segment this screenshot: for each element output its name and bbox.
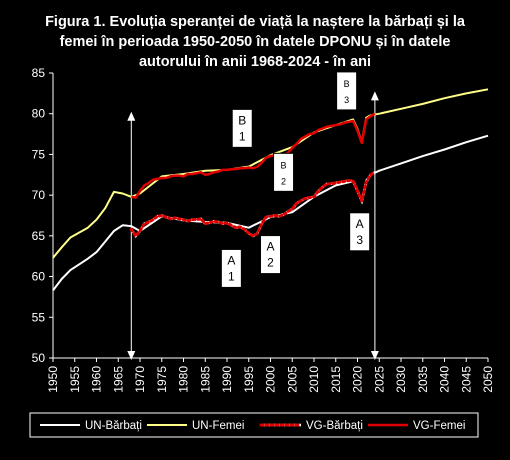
annotation-label: A — [227, 253, 235, 267]
annotation-label: 3 — [344, 95, 349, 105]
y-tick-label: 60 — [32, 270, 46, 284]
x-tick-label: 2005 — [285, 366, 299, 393]
vg-women-line — [131, 112, 376, 199]
x-tick-label: 1980 — [177, 366, 191, 393]
annotation-box — [336, 71, 358, 111]
annotation-box — [260, 235, 281, 275]
x-tick-label: 2035 — [416, 366, 430, 393]
x-tick-label: 2040 — [438, 366, 452, 393]
x-tick-label: 2010 — [307, 366, 321, 393]
x-tick-label: 2000 — [264, 366, 278, 393]
x-tick-label: 2015 — [329, 366, 343, 393]
x-tick-label: 2025 — [372, 366, 386, 393]
annotation-label: 1 — [239, 129, 246, 143]
x-tick-label: 2020 — [351, 366, 365, 393]
arrow-head-up — [370, 91, 379, 101]
x-tick-label: 1960 — [90, 366, 104, 393]
annotation-label: A — [266, 240, 274, 254]
x-tick-label: 1975 — [155, 366, 169, 393]
x-tick-label: 2045 — [459, 366, 473, 393]
y-tick-label: 70 — [32, 188, 46, 202]
annotation-label: 3 — [356, 233, 363, 247]
arrow-head-down — [127, 351, 136, 360]
x-tick-label: 1950 — [46, 366, 60, 393]
chart-title-line-2: femei în perioada 1950-2050 în datele DP… — [59, 34, 451, 50]
annotation-label: A — [356, 217, 364, 231]
x-tick-label: 1990 — [220, 366, 234, 393]
x-tick-label: 1995 — [242, 366, 256, 393]
vg-men-line — [129, 170, 377, 238]
chart-title-line-1: Figura 1. Evoluția speranței de viață la… — [45, 14, 465, 30]
annotation-box — [231, 108, 253, 148]
x-tick-label: 2030 — [394, 366, 408, 393]
annotation-box — [349, 212, 371, 252]
un-men-line — [52, 134, 489, 292]
y-tick-label: 80 — [32, 107, 46, 121]
x-tick-label: 1955 — [68, 366, 82, 393]
arrow-head-down — [370, 351, 379, 360]
chart-title-line-3: autorului în anii 1968-2024 - în ani — [138, 54, 372, 70]
annotation-label: 1 — [228, 269, 235, 283]
y-tick-label: 50 — [32, 351, 46, 365]
x-tick-label: 1965 — [111, 366, 125, 393]
legend-label: VG-Femei — [413, 420, 465, 432]
x-tick-label: 1985 — [198, 366, 212, 393]
arrow-head-up — [127, 111, 136, 121]
annotation-label: 2 — [267, 256, 274, 270]
legend-label: UN-Femei — [192, 420, 244, 432]
chart-title: Figura 1. Evoluția speranței de viață la… — [0, 12, 510, 72]
annotation-box — [273, 152, 295, 192]
x-tick-label: 2050 — [481, 366, 495, 393]
legend-label: VG-Bărbați — [306, 420, 363, 432]
un-women-line — [52, 88, 489, 259]
y-tick-label: 55 — [32, 310, 46, 324]
x-tick-label: 1970 — [133, 366, 147, 393]
annotation-label: B — [281, 160, 287, 170]
y-tick-label: 65 — [32, 229, 46, 243]
y-tick-label: 75 — [32, 147, 46, 161]
annotation-label: B — [238, 113, 246, 127]
annotation-label: 2 — [281, 176, 286, 186]
y-tick-label: 85 — [32, 66, 46, 80]
annotation-label: B — [344, 79, 350, 89]
legend-label: UN-Bărbați — [85, 420, 142, 432]
annotation-box — [220, 248, 242, 288]
